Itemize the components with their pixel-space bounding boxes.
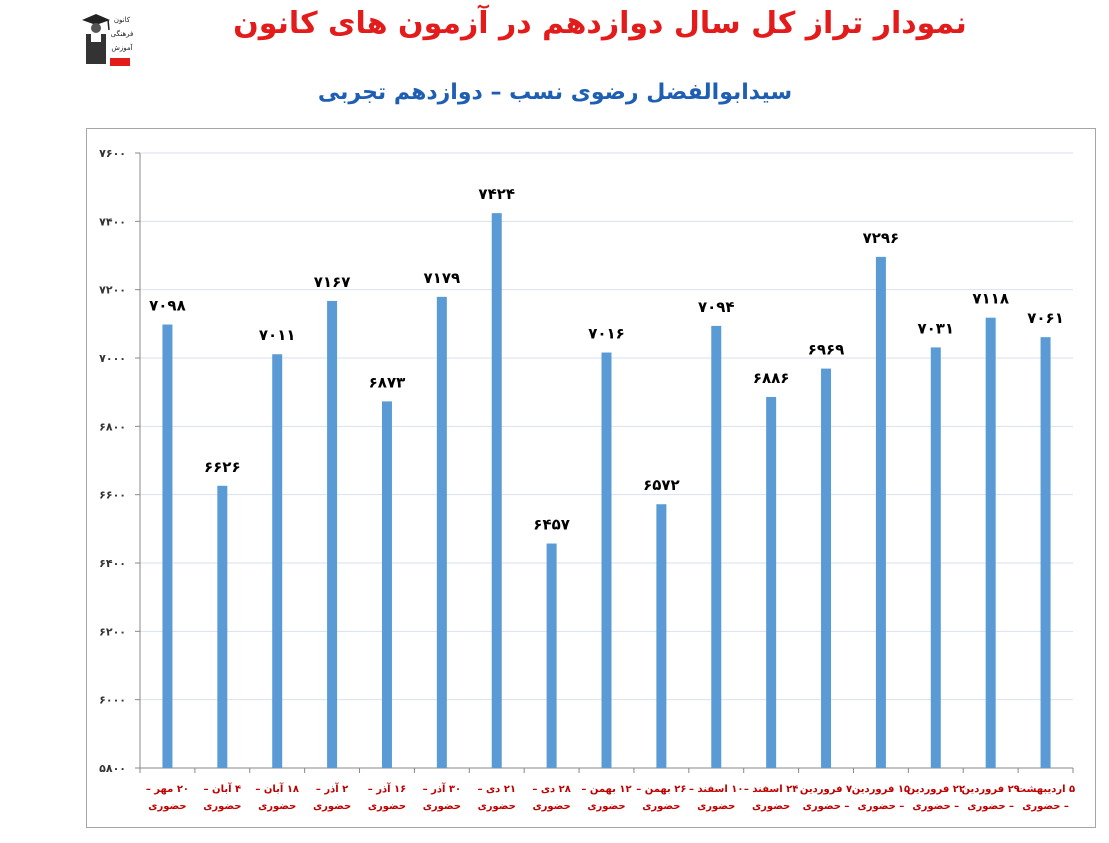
y-tick-label: ۷۴۰۰	[99, 215, 126, 228]
value-label: ۶۴۵۷	[533, 516, 570, 534]
value-label: ۷۱۱۸	[972, 290, 1009, 308]
value-label: ۶۹۶۹	[808, 341, 845, 359]
x-tick-label: ۴ آبان –	[204, 782, 242, 795]
x-tick-label: ۲۱ دی –	[477, 784, 515, 795]
x-tick-label: ۲ آذر –	[316, 782, 348, 795]
x-tick-label: ۱۲ بهمن –	[581, 784, 631, 795]
y-tick-label: ۶۶۰۰	[99, 489, 126, 502]
value-label: ۷۰۹۸	[149, 297, 186, 315]
value-label: ۷۰۹۴	[698, 298, 735, 316]
bar	[930, 347, 941, 768]
x-tick-label: حضوری	[258, 801, 296, 812]
x-tick-label: ۱۰ اسفند –	[689, 784, 744, 795]
graduate-logo-icon: کانون فرهنگی آموزش	[78, 10, 136, 68]
x-tick-label: حضوری	[532, 801, 570, 812]
bar	[327, 300, 338, 768]
bar	[875, 256, 886, 768]
x-tick-label: حضوری	[313, 801, 351, 812]
y-tick-label: ۷۰۰۰	[99, 352, 126, 365]
x-tick-label: – حضوری	[1022, 801, 1069, 812]
x-tick-label: ۳۰ آذر –	[423, 782, 462, 795]
value-label: ۷۱۶۷	[314, 273, 351, 291]
logo-text-3: آموزش	[111, 43, 133, 52]
bar	[162, 324, 173, 768]
x-tick-label: ۲۹ فروردین	[962, 784, 1020, 795]
value-label: ۶۸۸۶	[753, 369, 790, 387]
bar	[1040, 337, 1051, 768]
y-tick-label: ۶۲۰۰	[99, 625, 126, 638]
bar	[491, 213, 502, 769]
y-tick-label: ۶۸۰۰	[99, 420, 126, 433]
x-tick-label: ۲۴ اسفند –	[744, 784, 799, 795]
chart-title: نمودار تراز کل سال دوازدهم در آزمون های …	[233, 6, 967, 41]
value-label: ۶۶۲۶	[204, 458, 241, 476]
x-tick-label: ۵ اردیبهشت	[1016, 784, 1075, 795]
y-tick-label: ۷۶۰۰	[99, 147, 126, 160]
value-label: ۷۰۱۱	[259, 326, 296, 344]
bar	[656, 504, 667, 768]
value-label: ۶۵۷۲	[643, 476, 680, 494]
x-tick-label: حضوری	[642, 801, 680, 812]
x-tick-label: حضوری	[752, 801, 790, 812]
bar	[217, 485, 228, 768]
bar	[711, 325, 722, 768]
x-tick-label: ۱۸ آبان –	[255, 782, 299, 795]
value-label: ۶۸۷۳	[369, 373, 406, 391]
x-tick-label: حضوری	[368, 801, 406, 812]
value-label: ۷۰۶۱	[1027, 309, 1064, 327]
logo-text-2: فرهنگی	[111, 29, 134, 38]
value-label: ۷۲۹۶	[863, 229, 900, 247]
bar	[601, 352, 612, 768]
bar	[381, 401, 392, 768]
x-tick-label: حضوری	[148, 801, 186, 812]
x-tick-label: – حضوری	[858, 801, 905, 812]
value-label: ۷۴۲۴	[478, 185, 515, 203]
x-tick-label: ۱۶ آذر –	[368, 782, 407, 795]
logo-text-1: کانون	[114, 16, 131, 24]
x-tick-label: حضوری	[478, 801, 516, 812]
x-tick-label: ۲۰ مهر –	[146, 784, 189, 795]
x-tick-label: ۱۵ فروردین	[852, 784, 910, 795]
x-tick-label: حضوری	[423, 801, 461, 812]
value-label: ۷۱۷۹	[424, 269, 461, 287]
x-tick-label: ۲۸ دی –	[532, 784, 570, 795]
x-tick-label: ۲۶ بهمن –	[636, 784, 686, 795]
bar	[985, 317, 996, 768]
bar	[546, 543, 557, 768]
value-label: ۷۰۱۶	[588, 325, 625, 343]
x-tick-label: ۲۲ فروردین	[907, 784, 965, 795]
value-label: ۷۰۳۱	[917, 319, 954, 337]
x-tick-label: حضوری	[587, 801, 625, 812]
x-tick-label: – حضوری	[967, 801, 1014, 812]
y-tick-label: ۶۰۰۰	[99, 694, 126, 707]
x-tick-label: – حضوری	[912, 801, 959, 812]
x-tick-label: حضوری	[203, 801, 241, 812]
x-tick-label: ۷ فروردین	[800, 784, 852, 795]
y-tick-label: ۵۸۰۰	[99, 762, 126, 775]
bar	[821, 368, 832, 768]
chart-subtitle: سیدابوالفضل رضوی نسب – دوازدهم تجربی	[317, 80, 793, 105]
y-tick-label: ۷۲۰۰	[99, 284, 126, 297]
x-tick-label: – حضوری	[803, 801, 850, 812]
bar	[436, 296, 447, 768]
x-tick-label: حضوری	[697, 801, 735, 812]
bar	[766, 396, 777, 768]
y-tick-label: ۶۴۰۰	[99, 557, 126, 570]
bar	[272, 354, 283, 768]
chart-frame	[86, 128, 1096, 828]
